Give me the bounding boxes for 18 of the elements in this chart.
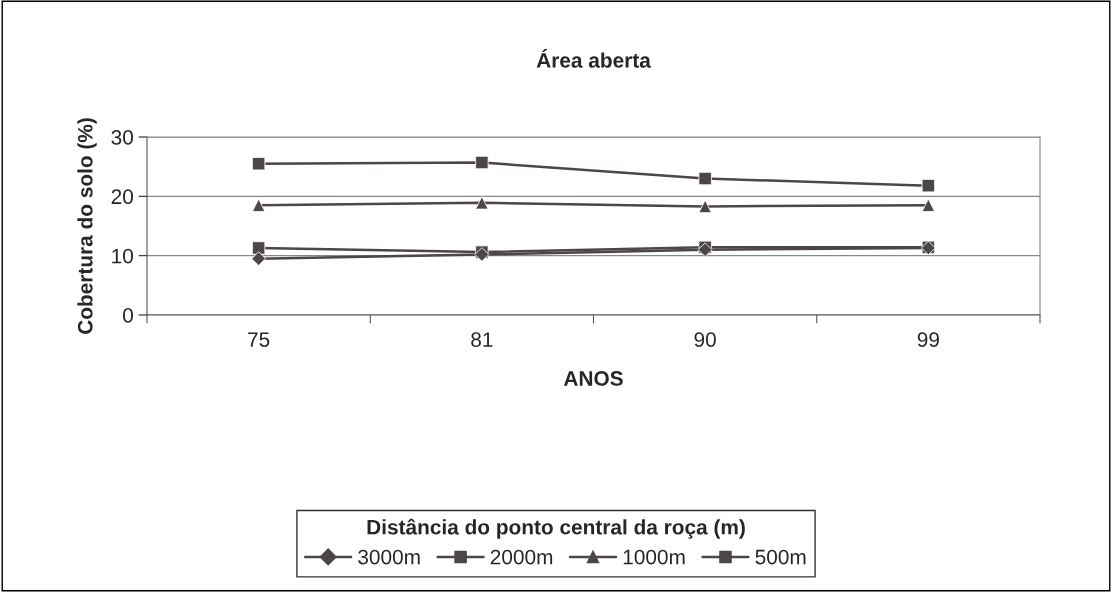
y-axis-title: Cobertura do solo (%) <box>77 118 97 334</box>
legend-label: 500m <box>755 549 806 565</box>
y-tick-label: 30 <box>111 130 133 145</box>
point <box>921 178 936 193</box>
x-tick-label: 75 <box>248 332 270 347</box>
y-tick-label: 10 <box>112 248 133 264</box>
legend-label: 1000m <box>623 549 685 565</box>
y-tick-label: 0 <box>123 308 133 323</box>
chart-title: Área aberta <box>536 49 651 68</box>
legend-label: 2000m <box>490 549 553 565</box>
point <box>251 157 266 171</box>
legend-label: 3000m <box>358 549 420 565</box>
x-tick-label: 90 <box>694 332 716 347</box>
x-tick-label: 99 <box>917 332 939 347</box>
legend-title: Distância do ponto central da roça (m) <box>367 518 745 539</box>
x-axis-title: ANOS <box>563 371 623 386</box>
y-tick-label: 20 <box>111 189 133 205</box>
x-tick-label: 81 <box>471 332 493 347</box>
